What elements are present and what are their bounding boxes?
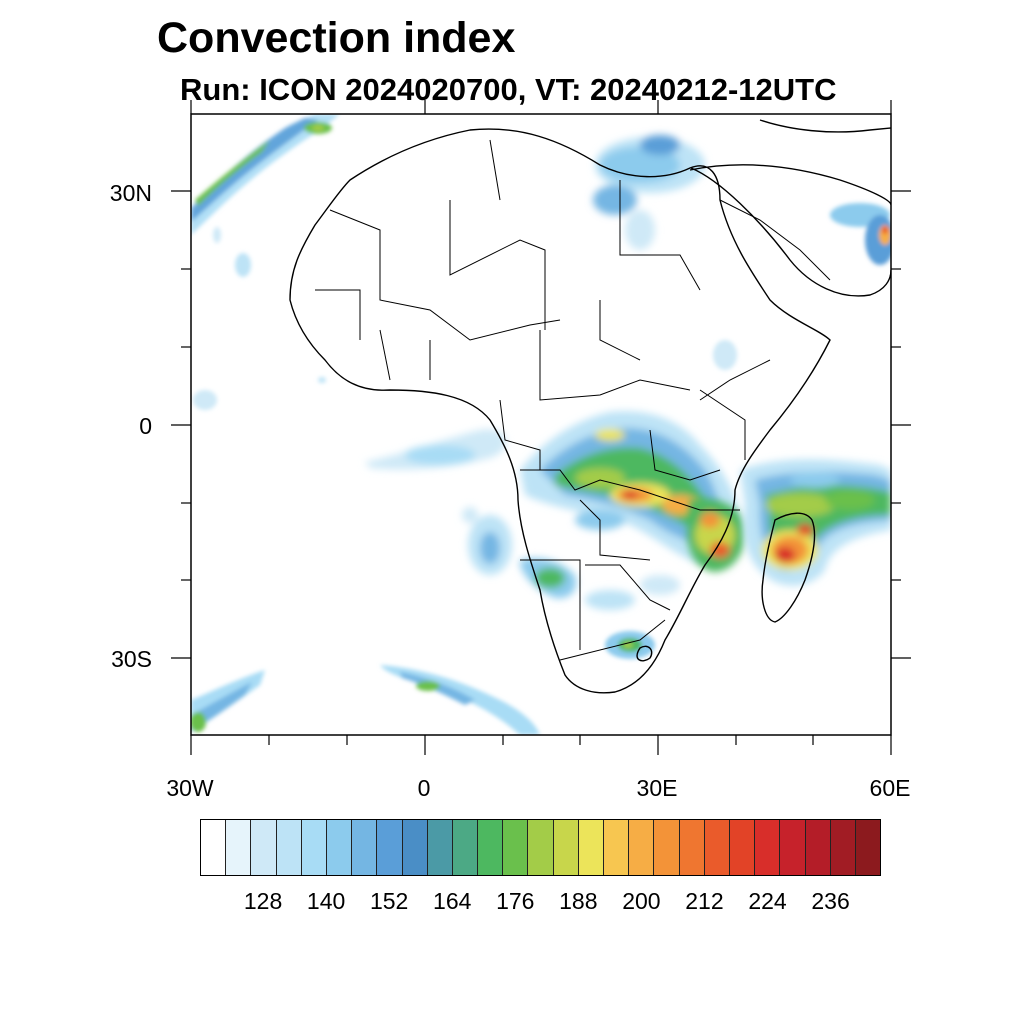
colorbar-swatch [604,820,630,875]
colorbar-swatch [276,820,302,875]
colorbar-swatch [226,820,252,875]
colorbar-swatch [704,820,730,875]
colorbar-swatch [629,820,655,875]
colorbar-swatch [679,820,705,875]
colorbar-tick-label: 212 [685,888,724,914]
convection-field [191,114,891,735]
lesotho-cells [605,631,655,659]
southwest-africa-cells [462,507,680,610]
colorbar-swatch [326,820,353,875]
colorbar-tick-label: 200 [622,888,661,914]
ethiopia-cells [713,340,737,370]
colorbar-tick-label: 152 [369,888,409,914]
gulf-of-guinea-band [365,429,507,470]
madagascar-convection [740,459,891,586]
colorbar-swatch [352,820,378,875]
lon-label-0: 0 [417,775,431,801]
plot-frame [190,113,892,736]
colorbar [200,819,881,876]
colorbar-swatch [578,820,604,875]
colorbar-swatch [478,820,504,875]
colorbar-swatch [427,820,453,875]
lat-label-30s: 30S [111,646,152,672]
colorbar-tick-label: 236 [811,888,850,914]
colorbar-swatch [830,820,856,875]
colorbar-swatch [855,820,881,875]
colorbar-tick-label: 164 [433,888,472,914]
atlantic-north-band [191,114,340,235]
persian-gulf-cells [830,203,891,265]
colorbar-swatch [528,820,554,875]
tick-marks [171,100,911,755]
lat-label-0: 0 [139,413,152,439]
colorbar-swatch [377,820,403,875]
colorbar-swatch [503,820,529,875]
colorbar-tick-label: 188 [559,888,598,914]
lon-label-30w: 30W [166,775,214,801]
map-plot [171,100,911,755]
colorbar-tick-label: 176 [496,888,535,914]
lon-label-30e: 30E [636,775,678,801]
chart-subtitle: Run: ICON 2024020700, VT: 20240212-12UTC [180,72,837,107]
colorbar-swatch [402,820,428,875]
colorbar-swatch [755,820,781,875]
colorbar-swatch [301,820,327,875]
colorbar-swatch [780,820,806,875]
colorbar-swatch [251,820,277,875]
coastlines [289,119,891,694]
colorbar-swatch [452,820,479,875]
atlantic-west-cells [193,227,326,410]
south-atlantic-band [191,665,540,735]
chart-title: Convection index [157,14,516,62]
colorbar-swatch [729,820,756,875]
country-borders [315,139,831,661]
colorbar-swatch [553,820,579,875]
lat-label-30n: 30N [109,180,152,206]
lon-label-60e: 60E [869,775,911,801]
colorbar-tick-label: 224 [748,888,787,914]
colorbar-tick-label: 128 [243,888,283,914]
colorbar-tick-label: 140 [306,888,346,914]
east-med-cells [593,135,705,250]
colorbar-swatch [654,820,680,875]
colorbar-swatch [201,820,227,875]
colorbar-swatch [805,820,831,875]
